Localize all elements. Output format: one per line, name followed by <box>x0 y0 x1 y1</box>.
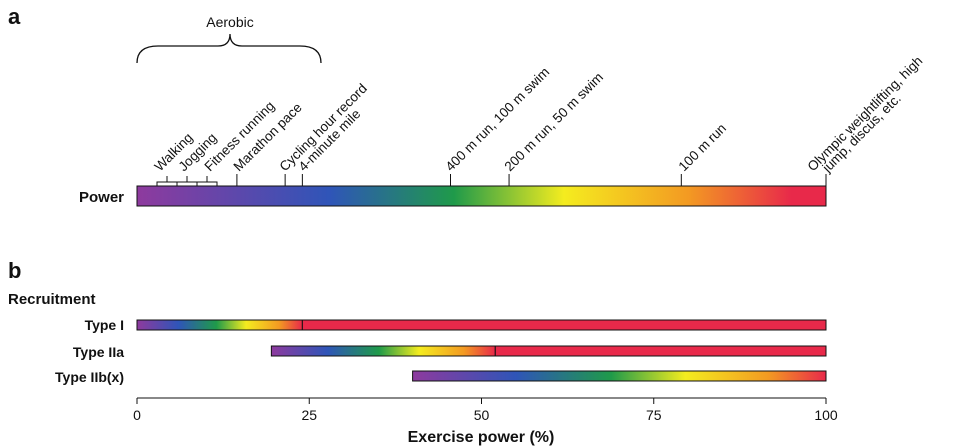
x-axis-title: Exercise power (%) <box>408 429 555 446</box>
walking-bracket <box>156 176 178 186</box>
x-tick-label-75: 75 <box>646 407 662 423</box>
activity-label-200m-run: 200 m run, 50 m swim <box>502 70 607 175</box>
recruitment-full-1 <box>494 345 827 357</box>
activity-label-olympic-line1: Olympic weightlifting, high <box>805 53 926 174</box>
panel-b-label: b <box>8 258 21 283</box>
recruitment-ramp-2 <box>412 370 827 382</box>
x-tick-label-100: 100 <box>814 407 838 423</box>
power-gradient-bar <box>136 185 827 207</box>
recruitment-ramp-0 <box>136 319 303 331</box>
recruitment-ramp-1 <box>270 345 496 357</box>
x-tick-label-25: 25 <box>301 407 317 423</box>
activity-markers: Walking Jogging Fitness running Marathon… <box>152 53 926 186</box>
recruitment-bars <box>136 319 827 382</box>
activity-label-olympic-line2: jump, discus, etc. <box>819 91 904 176</box>
activity-label-cycling-hour-record: Cycling hour record <box>277 81 370 174</box>
activity-label-100m-run: 100 m run <box>676 121 730 175</box>
x-tick-label-0: 0 <box>133 407 141 423</box>
aerobic-label: Aerobic <box>206 14 253 30</box>
jogging-bracket <box>176 176 198 186</box>
x-tick-label-50: 50 <box>474 407 490 423</box>
activity-label-400m-run: 400 m run, 100 m swim <box>443 64 553 174</box>
recruitment-full-0 <box>301 319 827 331</box>
fitness-running-bracket <box>196 176 218 186</box>
type-iia-label: Type IIa <box>73 344 124 360</box>
type-iib-label: Type IIb(x) <box>55 369 124 385</box>
power-label: Power <box>79 189 124 206</box>
panel-a-label: a <box>8 4 21 29</box>
recruitment-label: Recruitment <box>8 291 96 308</box>
type-i-label: Type I <box>85 317 124 333</box>
x-axis-ticks: 0 25 50 75 100 <box>133 398 838 423</box>
aerobic-brace <box>136 33 322 64</box>
